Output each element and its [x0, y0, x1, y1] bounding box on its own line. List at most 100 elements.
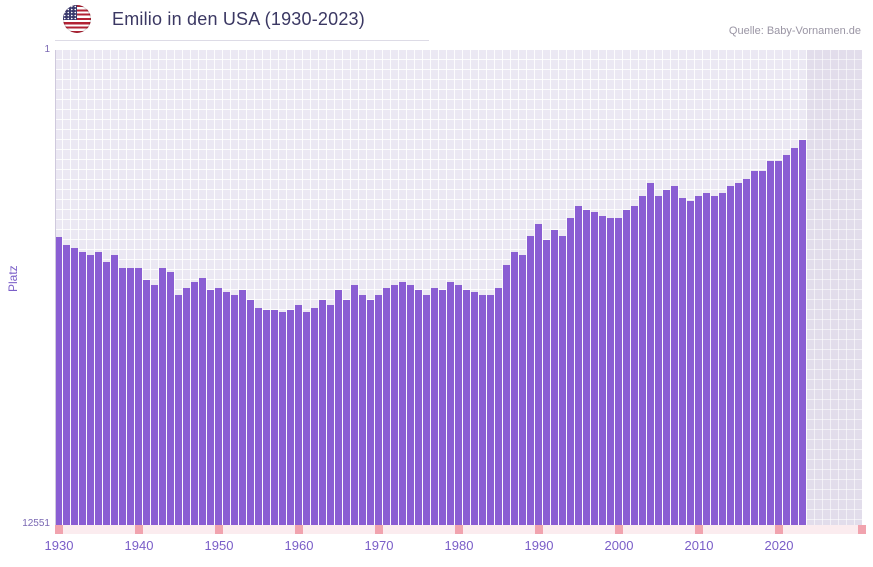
- bar-year-2019[interactable]: [767, 160, 774, 525]
- bar-year-1942[interactable]: [151, 285, 158, 525]
- bar-year-1961[interactable]: [303, 311, 310, 525]
- bar-year-1971[interactable]: [383, 287, 390, 525]
- x-tick-label-1990: 1990: [524, 538, 554, 553]
- bar-year-2013[interactable]: [719, 192, 726, 525]
- bar-year-2020[interactable]: [775, 160, 782, 525]
- bar-year-1988[interactable]: [519, 255, 526, 525]
- bar-year-1943[interactable]: [159, 267, 166, 525]
- bar-year-1995[interactable]: [575, 205, 582, 525]
- bar-year-2015[interactable]: [735, 182, 742, 525]
- bar-year-1972[interactable]: [391, 285, 398, 525]
- bar-year-1987[interactable]: [511, 251, 518, 525]
- bar-year-2002[interactable]: [631, 205, 638, 525]
- bar-year-2017[interactable]: [751, 170, 758, 525]
- bar-year-2023[interactable]: [799, 140, 806, 525]
- bar-year-1976[interactable]: [423, 295, 430, 525]
- bar-year-1998[interactable]: [599, 215, 606, 525]
- bar-year-1989[interactable]: [527, 235, 534, 525]
- bar-year-1973[interactable]: [399, 281, 406, 525]
- bar-year-1941[interactable]: [143, 280, 150, 525]
- bar-year-1960[interactable]: [295, 305, 302, 525]
- bar-year-2001[interactable]: [623, 209, 630, 525]
- bar-year-1977[interactable]: [431, 287, 438, 525]
- bar-year-1931[interactable]: [63, 244, 70, 525]
- bar-year-1967[interactable]: [351, 285, 358, 525]
- bar-year-1983[interactable]: [479, 295, 486, 525]
- bar-year-1949[interactable]: [207, 290, 214, 525]
- y-axis-top-label: 1: [44, 44, 50, 55]
- bar-year-1963[interactable]: [319, 300, 326, 525]
- bar-year-2003[interactable]: [639, 195, 646, 525]
- bar-year-1953[interactable]: [239, 290, 246, 525]
- bar-year-1934[interactable]: [87, 255, 94, 525]
- bar-year-1994[interactable]: [567, 217, 574, 525]
- bar-year-2012[interactable]: [711, 195, 718, 525]
- bar-year-1933[interactable]: [79, 251, 86, 525]
- bar-year-1966[interactable]: [343, 300, 350, 525]
- bar-year-1970[interactable]: [375, 295, 382, 525]
- bar-year-1944[interactable]: [167, 271, 174, 525]
- source-credit: Quelle: Baby-Vornamen.de: [728, 25, 861, 37]
- bar-year-1985[interactable]: [495, 287, 502, 525]
- bar-year-1939[interactable]: [127, 267, 134, 525]
- chart-plot-area[interactable]: [55, 50, 862, 525]
- bar-year-1954[interactable]: [247, 300, 254, 525]
- bar-year-1938[interactable]: [119, 267, 126, 525]
- bar-year-2011[interactable]: [703, 192, 710, 525]
- bar-year-2018[interactable]: [759, 170, 766, 525]
- bar-year-2004[interactable]: [647, 182, 654, 525]
- bar-year-1974[interactable]: [407, 285, 414, 525]
- bar-year-2021[interactable]: [783, 154, 790, 525]
- bar-year-1980[interactable]: [455, 285, 462, 525]
- bar-year-1937[interactable]: [111, 255, 118, 525]
- bar-year-2000[interactable]: [615, 217, 622, 525]
- bar-year-1996[interactable]: [583, 209, 590, 525]
- bar-year-1936[interactable]: [103, 262, 110, 525]
- bar-year-1991[interactable]: [543, 240, 550, 525]
- bar-year-1990[interactable]: [535, 224, 542, 525]
- bar-year-2008[interactable]: [679, 198, 686, 525]
- bar-year-2014[interactable]: [727, 186, 734, 525]
- bar-year-2007[interactable]: [671, 186, 678, 525]
- bar-year-1956[interactable]: [263, 309, 270, 525]
- bar-year-2009[interactable]: [687, 200, 694, 525]
- bar-year-2010[interactable]: [695, 195, 702, 525]
- bar-year-1932[interactable]: [71, 247, 78, 525]
- bar-year-1997[interactable]: [591, 212, 598, 525]
- bar-year-1975[interactable]: [415, 290, 422, 525]
- bar-year-1957[interactable]: [271, 309, 278, 525]
- bar-year-1984[interactable]: [487, 295, 494, 525]
- bar-year-1986[interactable]: [503, 265, 510, 525]
- bar-year-1948[interactable]: [199, 278, 206, 525]
- bar-year-1999[interactable]: [607, 217, 614, 525]
- bar-year-1968[interactable]: [359, 295, 366, 525]
- bar-year-1930[interactable]: [55, 236, 62, 525]
- bar-year-1965[interactable]: [335, 290, 342, 525]
- bar-year-1950[interactable]: [215, 287, 222, 525]
- bar-year-1964[interactable]: [327, 305, 334, 525]
- bar-year-1955[interactable]: [255, 307, 262, 525]
- bar-year-1959[interactable]: [287, 309, 294, 525]
- bar-year-1935[interactable]: [95, 251, 102, 525]
- bar-year-1993[interactable]: [559, 235, 566, 525]
- bar-year-2022[interactable]: [791, 147, 798, 525]
- bar-year-2016[interactable]: [743, 179, 750, 525]
- bar-year-1962[interactable]: [311, 307, 318, 525]
- x-tick-label-2000: 2000: [604, 538, 634, 553]
- bar-year-1940[interactable]: [135, 267, 142, 525]
- bar-year-1979[interactable]: [447, 281, 454, 525]
- bar-year-1978[interactable]: [439, 290, 446, 525]
- bar-year-2005[interactable]: [655, 195, 662, 525]
- bar-year-1981[interactable]: [463, 290, 470, 525]
- bar-year-1947[interactable]: [191, 281, 198, 525]
- bar-year-2006[interactable]: [663, 189, 670, 525]
- bar-year-1992[interactable]: [551, 230, 558, 525]
- bar-year-1952[interactable]: [231, 295, 238, 525]
- bar-year-1946[interactable]: [183, 287, 190, 525]
- bar-year-1958[interactable]: [279, 311, 286, 525]
- bar-year-1945[interactable]: [175, 295, 182, 525]
- bar-year-1982[interactable]: [471, 291, 478, 525]
- bar-year-1969[interactable]: [367, 300, 374, 525]
- bars-container: [55, 50, 862, 525]
- bar-year-1951[interactable]: [223, 291, 230, 525]
